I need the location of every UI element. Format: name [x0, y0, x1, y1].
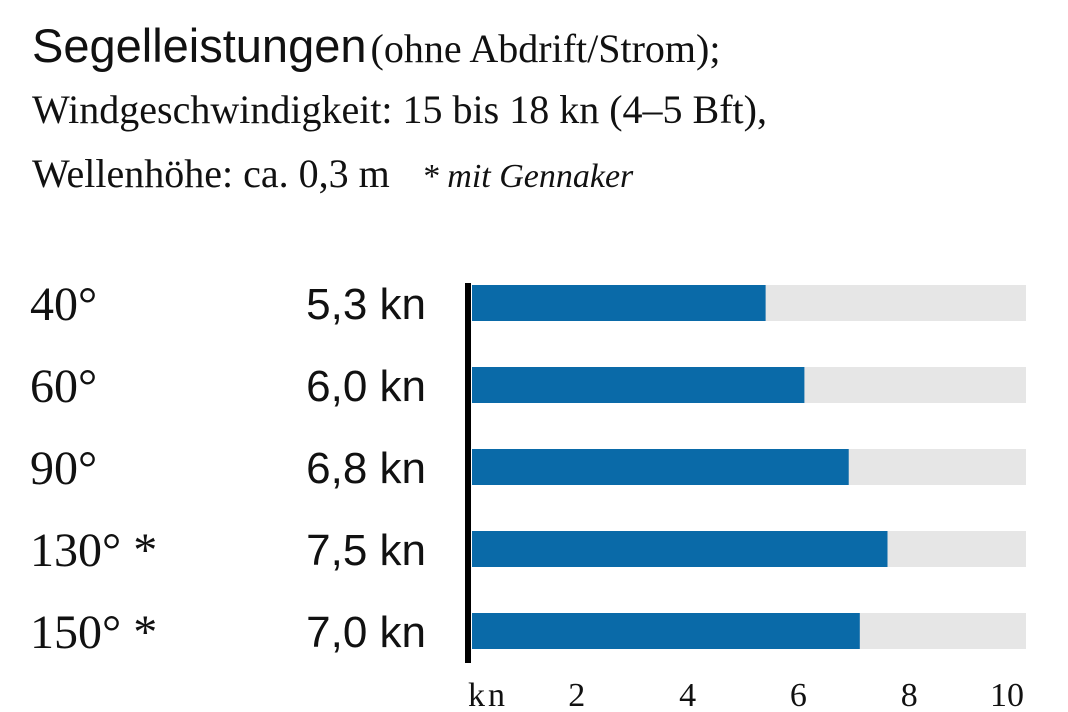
x-tick-label-2: 2: [568, 677, 585, 712]
x-axis-unit-label: kn: [468, 677, 508, 712]
x-tick-label-10: 10: [990, 677, 1024, 712]
angle-label-3: 130° *: [30, 524, 157, 577]
angle-label-2: 90°: [30, 442, 97, 495]
x-tick-label-6: 6: [790, 677, 807, 712]
speed-label-0: 5,3 kn: [306, 280, 426, 329]
speed-label-1: 6,0 kn: [306, 362, 426, 411]
chart-subtitle-waves: Wellenhöhe: ca. 0,3 m: [32, 151, 390, 196]
bar-0: [472, 285, 766, 321]
speed-label-2: 6,8 kn: [306, 444, 426, 493]
x-tick-label-4: 4: [679, 677, 696, 712]
x-tick-label-8: 8: [901, 677, 918, 712]
bar-4: [472, 613, 860, 649]
title-line-3: Wellenhöhe: ca. 0,3 m * mit Gennaker: [32, 142, 1052, 206]
title-line-1: Segelleistungen (ohne Abdrift/Strom);: [32, 14, 1052, 78]
gennaker-note: * mit Gennaker: [421, 158, 634, 195]
bar-2: [472, 449, 849, 485]
bar-1: [472, 367, 805, 403]
chart-title-block: Segelleistungen (ohne Abdrift/Strom); Wi…: [32, 14, 1052, 206]
chart-title: Segelleistungen: [32, 19, 367, 72]
y-axis-line: [465, 283, 471, 663]
chart-subtitle-wind: Windgeschwindigkeit: 15 bis 18 kn (4–5 B…: [32, 87, 767, 132]
chart-title-qualifier: (ohne Abdrift/Strom);: [370, 26, 721, 71]
speed-label-3: 7,5 kn: [306, 526, 426, 575]
angle-label-4: 150° *: [30, 606, 157, 659]
bar-3: [472, 531, 888, 567]
angle-label-0: 40°: [30, 278, 97, 331]
speed-label-4: 7,0 kn: [306, 608, 426, 657]
angle-label-1: 60°: [30, 360, 97, 413]
